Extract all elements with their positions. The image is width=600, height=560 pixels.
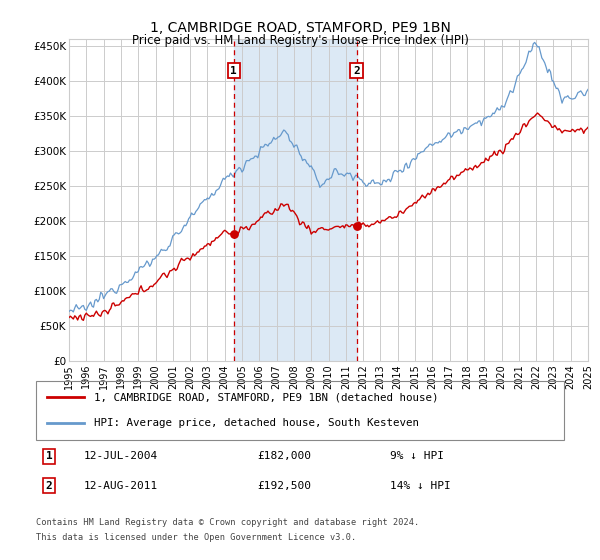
Text: 1: 1 [46,451,53,461]
Text: 12-JUL-2004: 12-JUL-2004 [83,451,158,461]
Text: 9% ↓ HPI: 9% ↓ HPI [390,451,444,461]
Text: £182,000: £182,000 [258,451,312,461]
Text: 14% ↓ HPI: 14% ↓ HPI [390,481,451,491]
Text: 2: 2 [353,66,360,76]
Text: This data is licensed under the Open Government Licence v3.0.: This data is licensed under the Open Gov… [36,533,356,542]
Text: HPI: Average price, detached house, South Kesteven: HPI: Average price, detached house, Sout… [94,418,419,428]
Point [352,222,361,231]
Bar [234,39,356,361]
Text: 1, CAMBRIDGE ROAD, STAMFORD, PE9 1BN: 1, CAMBRIDGE ROAD, STAMFORD, PE9 1BN [149,21,451,35]
Text: 1: 1 [230,66,237,76]
Text: 2: 2 [46,481,53,491]
Text: Price paid vs. HM Land Registry's House Price Index (HPI): Price paid vs. HM Land Registry's House … [131,34,469,46]
Text: £192,500: £192,500 [258,481,312,491]
Text: 1, CAMBRIDGE ROAD, STAMFORD, PE9 1BN (detached house): 1, CAMBRIDGE ROAD, STAMFORD, PE9 1BN (de… [94,392,439,402]
Point [229,230,239,239]
Text: Contains HM Land Registry data © Crown copyright and database right 2024.: Contains HM Land Registry data © Crown c… [36,518,419,527]
Text: 12-AUG-2011: 12-AUG-2011 [83,481,158,491]
